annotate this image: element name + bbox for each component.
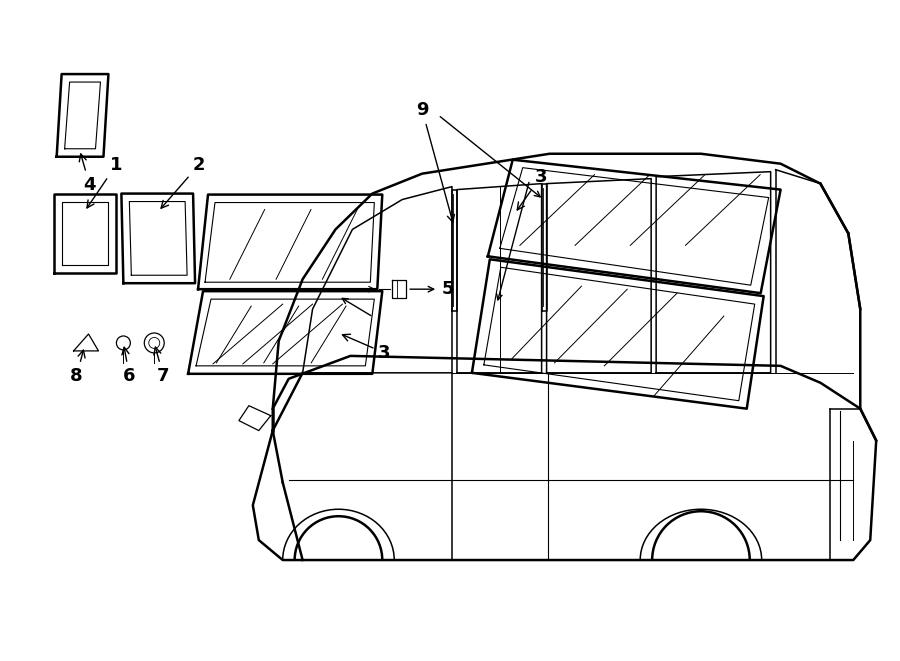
Text: 5: 5 <box>442 280 454 298</box>
Text: 6: 6 <box>122 347 136 385</box>
Text: 7: 7 <box>154 347 169 385</box>
Text: 4: 4 <box>79 154 95 194</box>
Text: 1: 1 <box>87 156 122 208</box>
Text: 8: 8 <box>70 350 86 385</box>
Text: 9: 9 <box>416 101 454 222</box>
Text: 2: 2 <box>161 156 205 208</box>
Text: 3: 3 <box>342 334 391 362</box>
Text: 3: 3 <box>518 168 547 210</box>
